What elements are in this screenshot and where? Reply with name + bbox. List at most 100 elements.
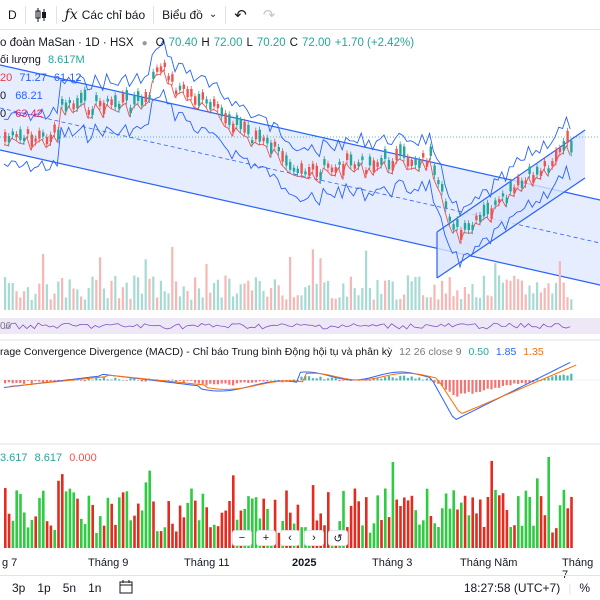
volume-bar (376, 280, 379, 310)
indicators-button[interactable]: ƒx Các chỉ báo (57, 0, 153, 30)
candle-style-button[interactable] (26, 0, 56, 30)
chevron-left-icon: ‹ (288, 532, 292, 544)
volume-bar (353, 288, 356, 310)
macd-histogram-bar (220, 380, 223, 384)
percent-toggle[interactable]: % (579, 581, 590, 595)
undo-button[interactable]: ↶ (226, 0, 255, 30)
volume-bar (156, 297, 159, 310)
reset-button[interactable]: ↺ (328, 530, 348, 546)
range-1n[interactable]: 1n (88, 581, 102, 595)
macd-histogram-bar (273, 379, 276, 381)
volume-pane-bar (536, 478, 539, 548)
volume-bar (26, 287, 29, 310)
macd-histogram-bar (224, 380, 227, 384)
volume-pane-bar (34, 516, 37, 548)
zoom-in-button[interactable]: + (256, 530, 276, 546)
vol-value-1: 3.617 (0, 452, 28, 464)
candle-body (285, 155, 288, 166)
volume-bar (292, 297, 295, 310)
volume-bar (296, 295, 299, 310)
zoom-out-button[interactable]: − (232, 530, 252, 546)
volume-pane-bar (406, 500, 410, 548)
candle-body (64, 102, 68, 112)
macd-histogram-bar (57, 380, 60, 381)
channel-line-top (0, 64, 600, 201)
volume-bar (61, 278, 64, 310)
volume-pane-bar (273, 499, 277, 548)
macd-histogram-bar (95, 377, 98, 381)
volume-pane-bar (403, 497, 406, 548)
interval-button[interactable]: D (0, 0, 25, 30)
candle-body (539, 170, 543, 176)
price-chart[interactable] (0, 30, 600, 575)
candle-body (148, 95, 151, 100)
eye-icon[interactable]: ● (141, 37, 148, 49)
volume-bar (429, 297, 432, 310)
volume-pane-bar (558, 505, 562, 548)
macd-histogram-bar (433, 380, 436, 383)
macd-histogram-bar (520, 380, 523, 383)
range-5n[interactable]: 5n (62, 581, 77, 595)
volume-pane-bar (68, 488, 72, 548)
chart-area[interactable] (0, 30, 600, 575)
volume-bar (251, 290, 254, 310)
range-3p[interactable]: 3p (12, 581, 26, 595)
volume-pane-bar (61, 474, 64, 548)
volume-bar (513, 275, 516, 310)
redo-button[interactable]: ↷ (255, 0, 284, 30)
low-value: 70.20 (256, 37, 286, 49)
volume-bar (490, 296, 493, 310)
candle-body (498, 199, 501, 203)
toolbar-divider (24, 5, 26, 24)
volume-bar (498, 275, 501, 310)
volume-bar (175, 281, 178, 310)
macd-value-1: 0.50 (468, 346, 489, 358)
volume-pane-bar (365, 497, 368, 548)
candle-body (391, 161, 394, 171)
volume-bar (570, 299, 573, 310)
bb-value-2: 71.27 (19, 72, 47, 84)
range-1p[interactable]: 1p (37, 581, 51, 595)
time-label: Tháng Năm (460, 557, 518, 569)
bottom-divider: | (568, 581, 572, 595)
volume-pane-bar (414, 510, 417, 548)
macd-histogram-bar (437, 380, 440, 384)
volume-bar (15, 291, 18, 310)
scroll-left-button[interactable]: ‹ (280, 530, 300, 546)
candle-body (372, 160, 375, 172)
macd-histogram-bar (410, 376, 413, 381)
bollinger-upper (3, 38, 571, 217)
candle-body (365, 170, 368, 175)
macd-histogram-bar (365, 380, 368, 381)
volume-bar (247, 280, 250, 310)
volume-pane-bar (539, 496, 543, 548)
macd-histogram-bar (368, 380, 371, 381)
macd-histogram-bar (251, 380, 254, 383)
volume-bar (315, 283, 318, 310)
macd-histogram-bar (482, 380, 485, 391)
volume-bar (539, 292, 542, 310)
macd-histogram-bar (15, 380, 18, 383)
toolbar-divider (225, 5, 227, 24)
volume-pane-bar (53, 529, 56, 548)
volume-pane-bar (490, 460, 493, 548)
volume-pane-bar (110, 503, 113, 548)
scroll-right-button[interactable]: › (304, 530, 324, 546)
volume-pane-bar (125, 491, 129, 548)
time-axis[interactable]: g 7 Tháng 9 Tháng 11 2025 Tháng 3 Tháng … (0, 553, 600, 581)
candle-body (76, 98, 79, 108)
macd-histogram-bar (342, 380, 345, 381)
volume-pane-bar (395, 499, 398, 548)
indicators-label: Các chỉ báo (81, 7, 146, 22)
change-value: +1.70 (+2.42%) (334, 37, 415, 49)
clock-time[interactable]: 18:27:58 (UTC+7) (463, 581, 561, 595)
candle-body (494, 200, 497, 206)
volume-pane-bar (513, 525, 516, 548)
volume-bar (49, 299, 52, 310)
volume-bar (118, 298, 121, 310)
volume-pane-bar (551, 532, 554, 548)
volume-bar (224, 275, 227, 310)
macd-histogram-bar (30, 380, 33, 384)
date-range-icon[interactable] (113, 579, 139, 597)
chart-type-button[interactable]: Biểu đồ ⌄ (154, 0, 225, 30)
